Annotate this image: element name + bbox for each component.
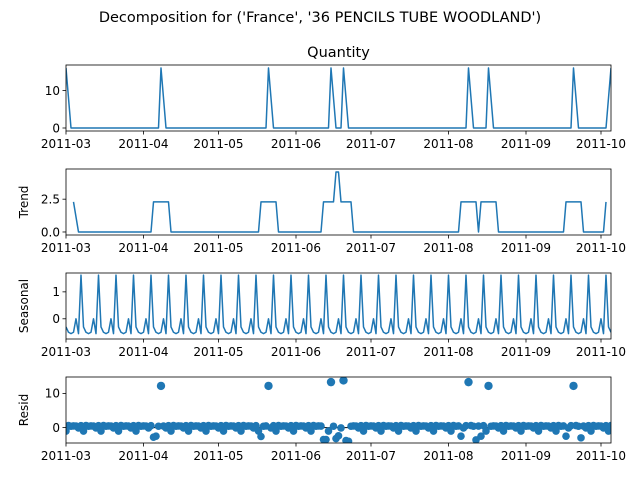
- x-tick-label: 2011-08: [423, 241, 473, 255]
- subplot-2: Trend 2011-03 2011-04 2011-05 2011-06 2011-07…: [17, 168, 626, 255]
- x-tick-label: 2011-07: [346, 449, 396, 463]
- x-tick-label: 2011-06: [271, 449, 321, 463]
- x-tick-label: 2011-07: [346, 137, 396, 151]
- resid-point: [344, 437, 353, 443]
- x-tick-label: 2011-09: [501, 345, 551, 359]
- subplot-panels: Quantity 2011-03 2011-04 2011-05 2011-06 2011…: [17, 45, 626, 463]
- x-tick-label: 2011-08: [423, 345, 473, 359]
- x-tick-label: 2011-03: [41, 241, 91, 255]
- plot-area: [66, 274, 611, 335]
- resid-point: [482, 427, 490, 435]
- x-tick-label: 2011-05: [193, 241, 243, 255]
- y-axis-label: Seasonal: [17, 279, 31, 333]
- x-tick-label: 2011-03: [41, 449, 91, 463]
- resid-point: [317, 422, 325, 430]
- x-tick-label: 2011-03: [41, 345, 91, 359]
- resid-point: [607, 421, 611, 430]
- series-line: [66, 274, 611, 335]
- y-tick-label: 0: [52, 312, 60, 326]
- x-tick-label: 2011-04: [118, 345, 168, 359]
- resid-point: [326, 377, 336, 387]
- resid-point: [569, 381, 578, 391]
- figure-suptitle: Decomposition for ('France', '36 PENCILS…: [99, 10, 541, 26]
- axes-frame: [65, 168, 612, 236]
- y-tick-label: 0: [52, 121, 60, 135]
- resid-point: [322, 435, 330, 443]
- x-tick-label: 2011-07: [346, 345, 396, 359]
- resid-point: [477, 432, 485, 440]
- resid-point: [156, 381, 166, 391]
- resid-point: [257, 432, 265, 441]
- resid-point: [329, 422, 338, 431]
- resid-point: [337, 424, 345, 432]
- resid-point: [334, 432, 343, 440]
- y-tick-label: 10: [45, 84, 60, 98]
- x-tick-label: 2011-06: [271, 137, 321, 151]
- x-tick-label: 2011-09: [501, 449, 551, 463]
- x-tick-label: 2011-05: [193, 345, 243, 359]
- axes-frame: [65, 272, 612, 340]
- subplot-3: Seasonal 2011-03 2011-04 2011-05 2011-06 2011…: [17, 272, 626, 359]
- y-tick-label: 0: [52, 421, 60, 435]
- x-tick-label: 2011-06: [271, 345, 321, 359]
- x-tick-label: 2011-10: [576, 137, 626, 151]
- plot-area: [66, 377, 611, 443]
- resid-point: [577, 434, 585, 442]
- x-tick-label: 2011-05: [193, 449, 243, 463]
- plot-area: [72, 171, 607, 233]
- y-tick-label: 2.5: [41, 192, 60, 206]
- x-tick-label: 2011-10: [576, 449, 626, 463]
- resid-point: [152, 432, 160, 440]
- x-tick-label: 2011-04: [118, 241, 168, 255]
- resid-point: [562, 432, 570, 440]
- x-tick-label: 2011-06: [271, 241, 321, 255]
- x-tick-label: 2011-10: [576, 241, 626, 255]
- y-tick-label: 0.0: [41, 225, 60, 239]
- x-tick-label: 2011-10: [576, 345, 626, 359]
- plot-area: [66, 67, 611, 129]
- resid-point: [457, 432, 465, 440]
- y-tick-label: 1: [52, 285, 60, 299]
- resid-point: [464, 377, 473, 387]
- x-tick-label: 2011-08: [423, 449, 473, 463]
- resid-point: [324, 427, 333, 435]
- subplot-title: Quantity: [307, 45, 370, 61]
- axes-frame: [65, 64, 612, 132]
- resid-point: [264, 381, 273, 391]
- x-tick-label: 2011-07: [346, 241, 396, 255]
- resid-point: [339, 377, 348, 385]
- x-tick-label: 2011-03: [41, 137, 91, 151]
- resid-point: [604, 427, 611, 435]
- resid-point: [484, 381, 493, 391]
- x-tick-label: 2011-04: [118, 137, 168, 151]
- x-tick-label: 2011-08: [423, 137, 473, 151]
- x-tick-label: 2011-05: [193, 137, 243, 151]
- subplot-1: Quantity 2011-03 2011-04 2011-05 2011-06 2011…: [41, 45, 626, 151]
- series-line: [66, 67, 611, 129]
- x-tick-label: 2011-09: [501, 137, 551, 151]
- y-axis-label: Resid: [17, 394, 31, 426]
- axes-frame: [65, 376, 612, 444]
- subplot-4: Resid 2011-03 2011-04 2011-05 2011-06 2011-07…: [17, 376, 626, 463]
- x-tick-label: 2011-09: [501, 241, 551, 255]
- series-line: [72, 171, 607, 233]
- y-tick-label: 10: [45, 387, 60, 401]
- x-tick-label: 2011-04: [118, 449, 168, 463]
- y-axis-label: Trend: [17, 186, 31, 220]
- resid-point: [147, 421, 155, 430]
